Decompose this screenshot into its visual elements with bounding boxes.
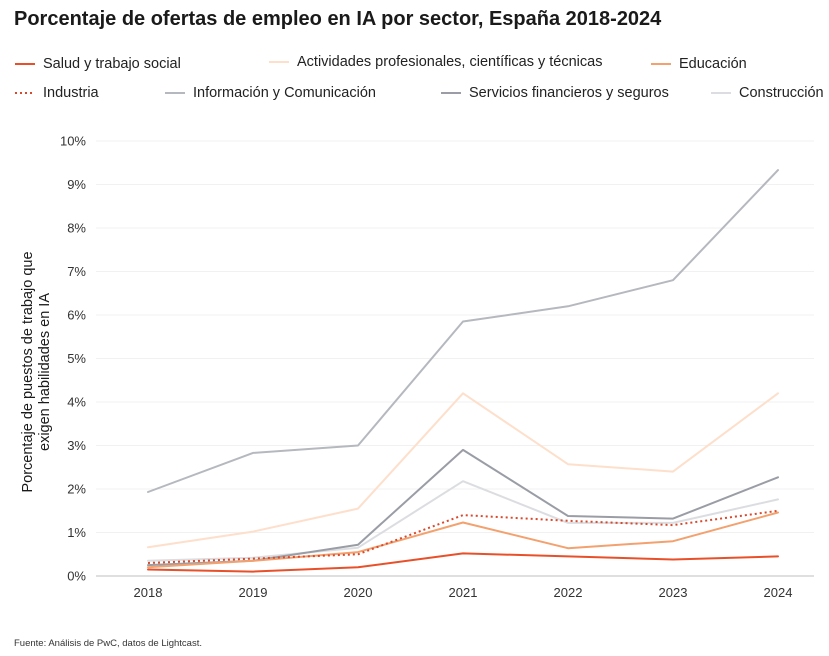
legend-item: Servicios financieros y seguros — [440, 85, 669, 101]
legend-swatch — [711, 92, 731, 94]
x-tick-label: 2018 — [134, 585, 163, 600]
x-tick-label: 2023 — [659, 585, 688, 600]
legend-item: Actividades profesionales, científicas y… — [268, 54, 602, 70]
legend-swatch — [269, 61, 289, 63]
legend-item: Información y Comunicación — [164, 85, 376, 101]
y-tick-label: 4% — [67, 395, 86, 410]
y-tick-label: 0% — [67, 569, 86, 584]
legend-label: Industria — [43, 85, 99, 101]
x-tick-label: 2022 — [554, 585, 583, 600]
series-line-6 — [147, 448, 779, 567]
legend-label: Información y Comunicación — [193, 85, 376, 101]
chart-legend: Salud y trabajo social Actividades profes… — [14, 52, 824, 112]
series-line-2 — [147, 392, 779, 549]
legend-swatch — [15, 63, 35, 65]
y-tick-label: 5% — [67, 351, 86, 366]
y-tick-label: 7% — [67, 264, 86, 279]
legend-label: Servicios financieros y seguros — [469, 85, 669, 101]
y-tick-label: 1% — [67, 525, 86, 540]
y-tick-label: 6% — [67, 308, 86, 323]
y-tick-label: 10% — [60, 134, 86, 149]
legend-label: Construcción — [739, 85, 824, 101]
y-tick-label: 9% — [67, 177, 86, 192]
chart-title: Porcentaje de ofertas de empleo en IA po… — [14, 8, 662, 30]
legend-swatch — [165, 92, 185, 94]
legend-label: Actividades profesionales, científicas y… — [297, 54, 603, 70]
y-tick-label: 8% — [67, 221, 86, 236]
y-axis-title-line: Porcentaje de puestos de trabajo que — [20, 251, 36, 492]
legend-label: Educación — [679, 56, 747, 72]
x-tick-label: 2019 — [239, 585, 268, 600]
y-tick-label: 2% — [67, 482, 86, 497]
y-axis-title: Porcentaje de puestos de trabajo queexig… — [20, 251, 53, 492]
x-tick-label: 2021 — [449, 585, 478, 600]
series-line-7 — [147, 480, 779, 562]
legend-item: Salud y trabajo social — [14, 56, 181, 72]
x-tick-label: 2020 — [344, 585, 373, 600]
legend-item: Educación — [650, 56, 747, 72]
series-line-1 — [147, 552, 779, 573]
series-line-3 — [147, 511, 779, 569]
series-line-5 — [147, 169, 779, 493]
y-tick-label: 3% — [67, 438, 86, 453]
series-line-4 — [147, 509, 779, 564]
y-axis-title-line: exigen habilidades en IA — [37, 293, 53, 451]
legend-swatch — [15, 92, 35, 94]
legend-item: Construcción — [710, 85, 824, 101]
legend-swatch — [651, 63, 671, 65]
legend-label: Salud y trabajo social — [43, 56, 181, 72]
legend-swatch — [441, 92, 461, 94]
x-tick-label: 2024 — [764, 585, 793, 600]
legend-item: Industria — [14, 85, 99, 101]
source-note: Fuente: Análisis de PwC, datos de Lightc… — [14, 638, 202, 649]
